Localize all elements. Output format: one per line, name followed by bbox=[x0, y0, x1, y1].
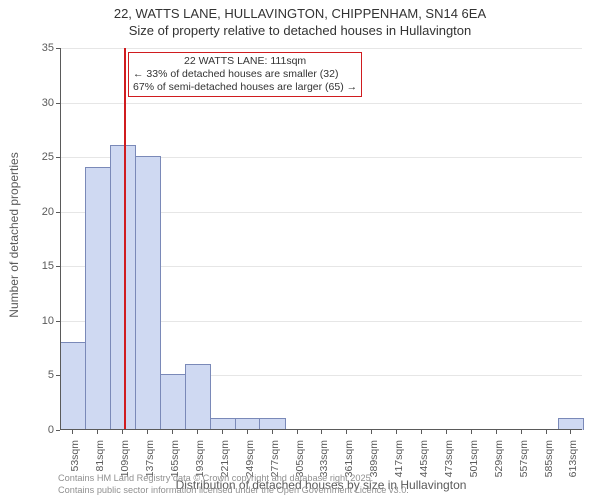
x-tick-mark bbox=[421, 430, 422, 434]
x-tick-mark bbox=[471, 430, 472, 434]
histogram-bar bbox=[135, 156, 161, 430]
x-tick-mark bbox=[521, 430, 522, 434]
histogram-bar bbox=[60, 342, 86, 430]
annotation-box: 22 WATTS LANE: 111sqm← 33% of detached h… bbox=[128, 52, 362, 97]
histogram-bar bbox=[185, 364, 211, 430]
x-tick-mark bbox=[371, 430, 372, 434]
x-tick-label: 585sqm bbox=[543, 440, 555, 477]
x-tick-mark bbox=[272, 430, 273, 434]
x-tick-label: 557sqm bbox=[518, 440, 530, 477]
x-tick-mark bbox=[97, 430, 98, 434]
annotation-line: 67% of semi-detached houses are larger (… bbox=[133, 81, 357, 94]
x-tick-mark bbox=[546, 430, 547, 434]
x-tick-label: 613sqm bbox=[567, 440, 579, 477]
gridline bbox=[60, 48, 582, 49]
x-tick-label: 81sqm bbox=[94, 440, 106, 472]
x-axis-line bbox=[60, 429, 582, 430]
annotation-line: ← 33% of detached houses are smaller (32… bbox=[133, 68, 357, 81]
x-tick-mark bbox=[72, 430, 73, 434]
x-tick-mark bbox=[197, 430, 198, 434]
y-axis-line bbox=[60, 48, 61, 430]
y-tick-label: 5 bbox=[48, 369, 60, 381]
x-tick-mark bbox=[570, 430, 571, 434]
x-tick-mark bbox=[222, 430, 223, 434]
x-tick-label: 417sqm bbox=[393, 440, 405, 477]
chart-title-main: 22, WATTS LANE, HULLAVINGTON, CHIPPENHAM… bbox=[0, 0, 600, 23]
x-tick-mark bbox=[446, 430, 447, 434]
x-tick-label: 501sqm bbox=[468, 440, 480, 477]
x-tick-mark bbox=[297, 430, 298, 434]
y-tick-label: 35 bbox=[42, 42, 60, 54]
x-tick-label: 389sqm bbox=[368, 440, 380, 477]
y-tick-label: 0 bbox=[48, 424, 60, 436]
x-tick-label: 529sqm bbox=[493, 440, 505, 477]
x-tick-label: 137sqm bbox=[144, 440, 156, 477]
x-tick-label: 333sqm bbox=[318, 440, 330, 477]
x-tick-label: 165sqm bbox=[169, 440, 181, 477]
x-tick-mark bbox=[346, 430, 347, 434]
x-tick-label: 249sqm bbox=[244, 440, 256, 477]
x-tick-mark bbox=[321, 430, 322, 434]
histogram-bar bbox=[85, 167, 111, 430]
x-tick-mark bbox=[496, 430, 497, 434]
footer-line-2: Contains public sector information licen… bbox=[58, 485, 409, 497]
x-tick-mark bbox=[247, 430, 248, 434]
x-tick-label: 109sqm bbox=[119, 440, 131, 477]
y-tick-label: 20 bbox=[42, 206, 60, 218]
x-tick-mark bbox=[172, 430, 173, 434]
footer-line-1: Contains HM Land Registry data © Crown c… bbox=[58, 473, 409, 485]
histogram-bar bbox=[160, 374, 186, 430]
x-tick-label: 193sqm bbox=[194, 440, 206, 477]
x-tick-label: 277sqm bbox=[269, 440, 281, 477]
y-axis-title: Number of detached properties bbox=[7, 152, 21, 317]
x-tick-mark bbox=[147, 430, 148, 434]
footer-attribution: Contains HM Land Registry data © Crown c… bbox=[58, 473, 409, 496]
x-tick-label: 445sqm bbox=[418, 440, 430, 477]
x-tick-label: 53sqm bbox=[69, 440, 81, 472]
gridline bbox=[60, 103, 582, 104]
x-tick-label: 305sqm bbox=[294, 440, 306, 477]
plot-area: 0510152025303553sqm81sqm109sqm137sqm165s… bbox=[60, 48, 582, 430]
y-tick-label: 25 bbox=[42, 151, 60, 163]
x-tick-label: 361sqm bbox=[343, 440, 355, 477]
y-tick-label: 15 bbox=[42, 260, 60, 272]
x-tick-mark bbox=[122, 430, 123, 434]
chart-title-sub: Size of property relative to detached ho… bbox=[0, 23, 600, 40]
annotation-line: 22 WATTS LANE: 111sqm bbox=[133, 55, 357, 68]
chart-container: 22, WATTS LANE, HULLAVINGTON, CHIPPENHAM… bbox=[0, 0, 600, 500]
reference-line bbox=[124, 48, 126, 430]
x-tick-mark bbox=[396, 430, 397, 434]
y-tick-label: 10 bbox=[42, 315, 60, 327]
x-tick-label: 221sqm bbox=[219, 440, 231, 477]
y-tick-label: 30 bbox=[42, 97, 60, 109]
x-tick-label: 473sqm bbox=[443, 440, 455, 477]
